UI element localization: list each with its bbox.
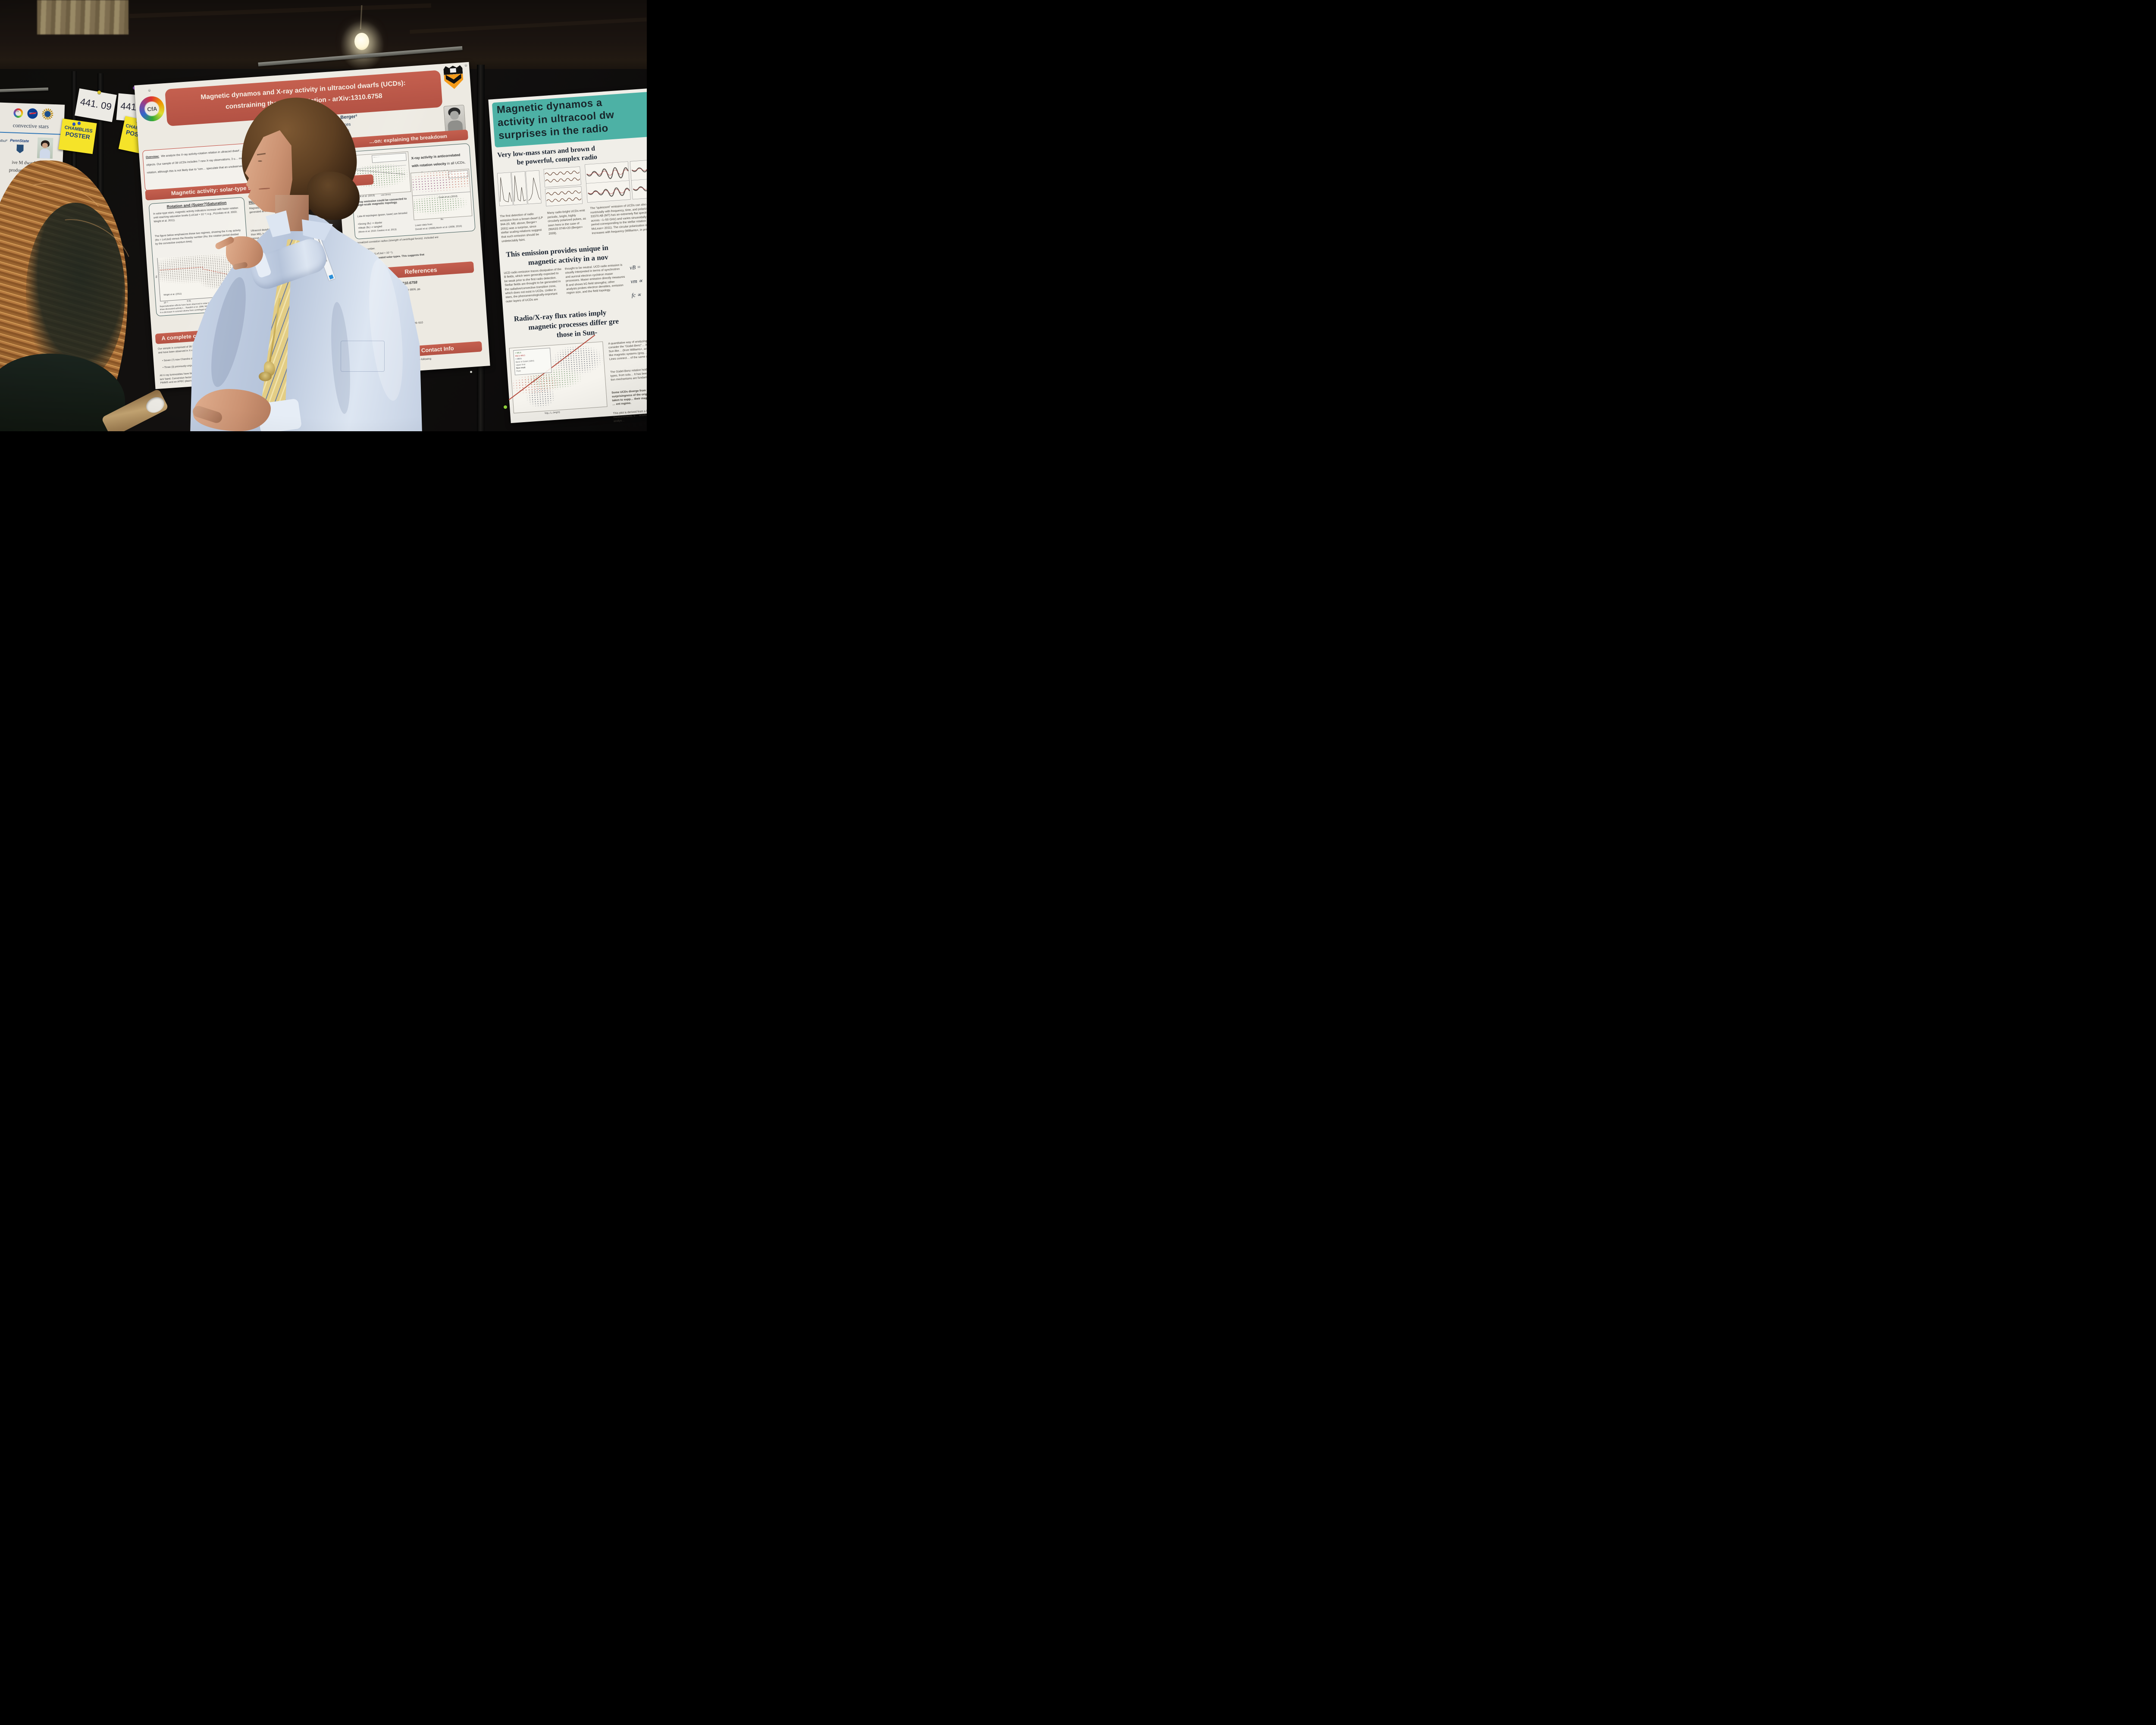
equation-fc: fc ∝ (631, 291, 642, 298)
pulse-svg (543, 166, 583, 207)
pennstate-wordmark: PennState (10, 138, 29, 144)
princeton-shield-icon (443, 65, 464, 90)
presenter-eye (258, 160, 262, 162)
pushpin-icon (148, 89, 150, 91)
right-col6c: Some UCDs diverge from the r… hence the … (611, 387, 647, 406)
guedel-benz-plot: < M6.5 M6.5–M9.5 > M9.5 Benz & Güdel (19… (508, 334, 608, 414)
curtain (37, 0, 128, 34)
photo-torso (39, 148, 50, 159)
plot-dots-purple (411, 169, 470, 195)
right-col6a: A quantitative way of analyzing the unu…… (608, 338, 647, 361)
wright-ylabel: Rx (155, 275, 158, 278)
cook-vsini-plot: ▪ ▪ — ····· (352, 151, 411, 196)
right-col4: UCD radio emission traces dissipation of… (504, 268, 562, 304)
conference-photo-scene: CfA NASA convective stars ulbul² PennSta… (0, 0, 647, 431)
divider (0, 132, 62, 135)
right-col3: The “quiescent” emission of UCDs can als… (590, 203, 647, 235)
cfa-logo-text: CfA (15, 110, 19, 113)
shield-book (450, 68, 457, 73)
lightcurve-svg (497, 170, 542, 207)
author-photo (37, 137, 53, 159)
right-title-block: Magnetic dynamos a activity in ultracool… (492, 90, 647, 148)
right-col1: The first detection of radio emission fr… (500, 213, 543, 243)
rotation-para1: In solar-type stars, magnetic activity i… (153, 207, 238, 223)
right-col6b: The Güdel-Benz relation holds ac… minosi… (610, 366, 647, 382)
right-col6d: This plot is derived from a living … bot… (613, 407, 647, 423)
cook-ro-plot: ▪ ▪ ▪ Cook et al. (2013) (411, 169, 473, 220)
presenter-hair-back (307, 172, 360, 220)
light-bulb-icon (354, 33, 369, 50)
shirt-pocket (341, 341, 385, 372)
xtick: 0.01 (187, 300, 191, 303)
pulse-figures (543, 166, 584, 207)
plot2-xlabel: Ro (440, 218, 444, 221)
pushpin-blue-icon (72, 122, 75, 125)
pushpin-icon (465, 64, 467, 66)
lower-note1: Lower data from: (415, 223, 433, 227)
xtick: 10⁻³ (163, 301, 168, 304)
breakdown-text2: X-ray emission could be connected to lar… (356, 197, 407, 207)
right-col2: Many radio-bright UCDs emit periodic, br… (547, 209, 586, 235)
quiescent-svg (585, 158, 647, 203)
text1-bold: X-ray activity is anticorrelated with ro… (411, 153, 461, 168)
badge-clip-gold2 (259, 372, 272, 381)
breakdown-text3: Late-M topologies (green, lower) are bim… (357, 212, 408, 218)
pushpin-blue-icon (78, 122, 81, 125)
portrait-face (450, 110, 459, 120)
right-poster: Magnetic dynamos a activity in ultracool… (488, 86, 647, 423)
quiescent-figures (584, 157, 647, 204)
equation-num: νm ∝ (630, 277, 643, 285)
breakdown-box: ▪ ▪ — ····· Cook et al. (2013) vsini (km… (349, 143, 476, 240)
left-poster-authors: ulbul² (0, 138, 7, 143)
overview-label: Overview: (145, 155, 160, 159)
equation-nuB: νB = (629, 263, 641, 271)
right-col5: thought to be neutral. UCD radio emissio… (564, 263, 625, 295)
pushpin-yellow-icon (97, 91, 101, 94)
photo-face (42, 143, 48, 148)
pushpin-icon (470, 371, 472, 373)
pushpin-green-icon (504, 405, 507, 409)
plot1-xlabel: vsini (km/s) (381, 193, 391, 196)
pennstate-shield-icon (16, 144, 24, 154)
plot-xlabel: log₁₀ Lₓ (erg/s) (545, 411, 560, 415)
lightcurve-figures (497, 169, 542, 210)
cfa-logo-text: CfA (147, 105, 157, 113)
plot-legend: < M6.5 M6.5–M9.5 > M9.5 Benz & Güdel (19… (513, 348, 552, 376)
left-poster-title: convective stars (13, 122, 49, 130)
